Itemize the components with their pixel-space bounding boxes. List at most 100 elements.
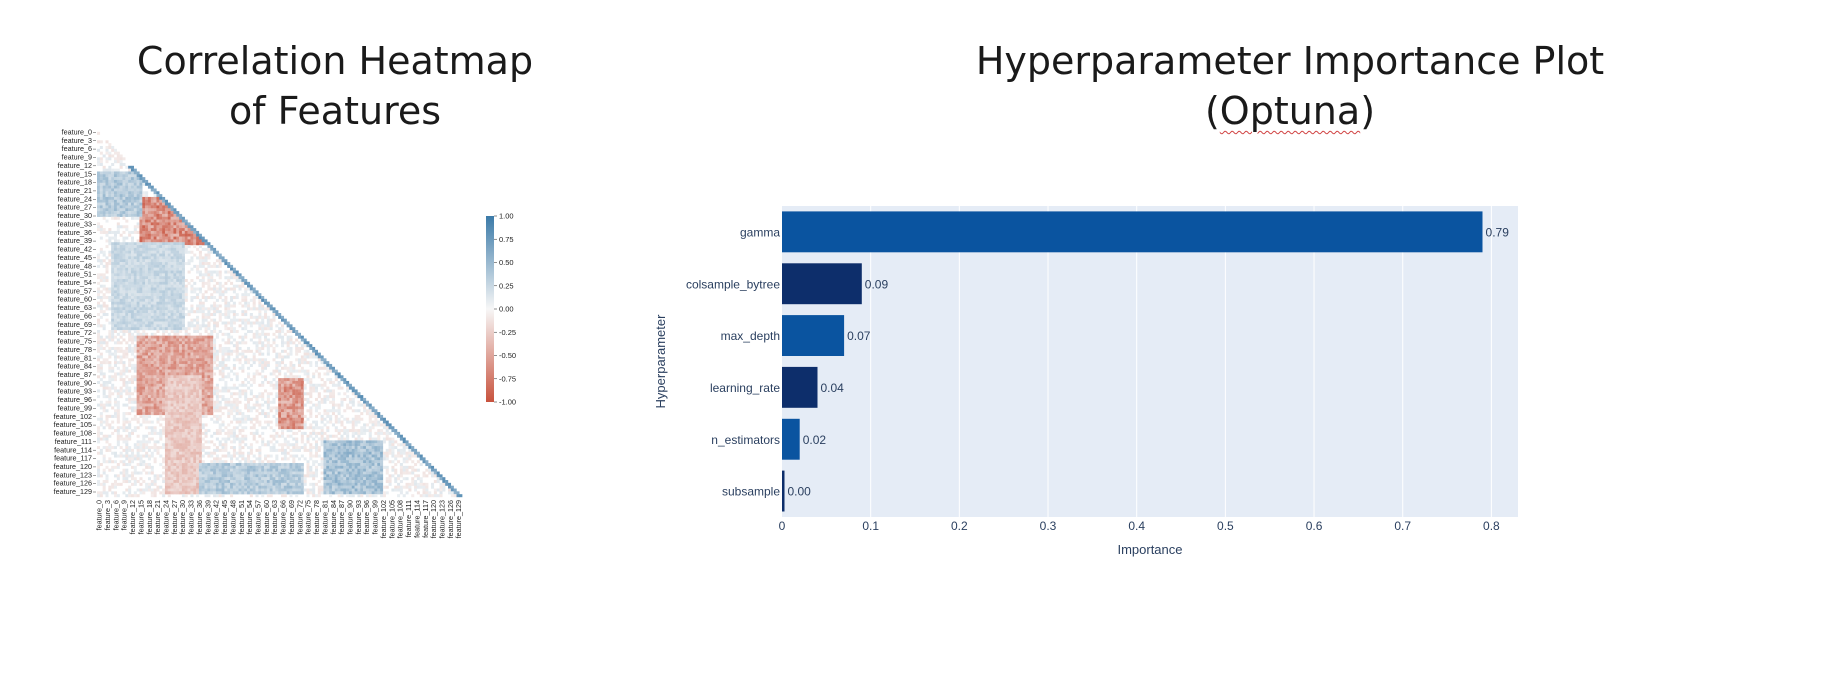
- heatmap-cell: [337, 443, 341, 447]
- heatmap-cell: [122, 287, 126, 291]
- heatmap-cell: [139, 281, 143, 285]
- heatmap-cell: [147, 239, 151, 243]
- heatmap-cell: [130, 165, 134, 169]
- heatmap-cell: [399, 451, 403, 455]
- heatmap-cell: [264, 332, 268, 336]
- heatmap-cell: [164, 211, 168, 215]
- heatmap-cell: [173, 369, 177, 373]
- heatmap-cell: [266, 454, 270, 458]
- heatmap-cell: [323, 380, 327, 384]
- heatmap-cell: [145, 412, 149, 416]
- heatmap-cell: [181, 434, 185, 438]
- heatmap-cell: [102, 188, 106, 192]
- heatmap-cell: [215, 460, 219, 464]
- heatmap-cell: [156, 346, 160, 350]
- heatmap-cell: [218, 448, 222, 452]
- heatmap-cell: [227, 338, 231, 342]
- heatmap-cell: [343, 409, 347, 413]
- heatmap-cell: [130, 293, 134, 297]
- heatmap-cell: [116, 171, 120, 175]
- heatmap-cell: [167, 281, 171, 285]
- heatmap-cell: [147, 230, 151, 234]
- heatmap-cell: [170, 267, 174, 271]
- heatmap-cell: [232, 290, 236, 294]
- heatmap-cell: [281, 395, 285, 399]
- heatmap-cell: [167, 420, 171, 424]
- heatmap-cell: [224, 352, 228, 356]
- heatmap-cell: [176, 446, 180, 450]
- heatmap-cell: [292, 448, 296, 452]
- heatmap-cell: [136, 222, 140, 226]
- heatmap-cell: [190, 304, 194, 308]
- heatmap-cell: [187, 341, 191, 345]
- heatmap-cell: [142, 301, 146, 305]
- heatmap-cell: [173, 233, 177, 237]
- heatmap-cell: [215, 406, 219, 410]
- heatmap-cell: [108, 298, 112, 302]
- heatmap-cell: [159, 383, 163, 387]
- heatmap-cell: [292, 395, 296, 399]
- heatmap-cell: [173, 451, 177, 455]
- heatmap-cell: [331, 440, 335, 444]
- heatmap-cell: [300, 437, 304, 441]
- heatmap-cell: [281, 380, 285, 384]
- heatmap-cell: [357, 446, 361, 450]
- heatmap-cell: [133, 293, 137, 297]
- heatmap-cell: [113, 409, 118, 413]
- heatmap-cell: [312, 429, 316, 433]
- heatmap-cell: [388, 448, 392, 452]
- heatmap-cell: [119, 205, 123, 209]
- heatmap-cell: [252, 321, 256, 325]
- heatmap-cell: [119, 160, 123, 164]
- heatmap-cell: [119, 392, 123, 396]
- heatmap-cell: [368, 412, 372, 416]
- heatmap-cell: [150, 380, 154, 384]
- heatmap-cell: [128, 250, 132, 254]
- heatmap-cell: [184, 344, 188, 348]
- heatmap-cell: [201, 338, 205, 342]
- heatmap-cell: [142, 454, 146, 458]
- heatmap-cell: [193, 236, 197, 240]
- heatmap-cell: [204, 281, 208, 285]
- heatmap-cell: [170, 431, 174, 435]
- heatmap-cell: [249, 329, 253, 334]
- heatmap-cell: [317, 446, 321, 450]
- heatmap-cell: [142, 270, 146, 274]
- heatmap-cell: [232, 434, 236, 438]
- heatmap-cell: [297, 361, 302, 365]
- heatmap-cell: [303, 344, 307, 348]
- heatmap-cell: [159, 327, 163, 331]
- heatmap-cell: [173, 363, 177, 367]
- heatmap-cell: [156, 213, 160, 217]
- heatmap-cell: [193, 324, 197, 328]
- heatmap-cell: [108, 199, 112, 203]
- heatmap-cell: [385, 420, 389, 424]
- heatmap-cell: [264, 400, 268, 404]
- heatmap-cell: [119, 233, 123, 237]
- heatmap-cell: [116, 332, 120, 336]
- heatmap-cell: [136, 273, 140, 277]
- heatmap-cell: [102, 182, 106, 186]
- heatmap-cell: [320, 355, 324, 359]
- heatmap-cell: [105, 213, 109, 217]
- heatmap-cell: [235, 296, 239, 300]
- heatmap-cell: [159, 245, 163, 249]
- heatmap-cell: [125, 429, 129, 433]
- heatmap-cell: [215, 335, 219, 339]
- heatmap-cell: [295, 437, 299, 441]
- heatmap-cell: [221, 259, 225, 263]
- heatmap-cell: [221, 406, 225, 410]
- heatmap-cell: [388, 437, 392, 441]
- heatmap-cell: [130, 216, 134, 220]
- heatmap-cell: [272, 397, 276, 401]
- heatmap-cell: [173, 338, 177, 342]
- heatmap-cell: [139, 403, 143, 407]
- heatmap-cell: [170, 245, 174, 249]
- heatmap-cell: [397, 451, 401, 455]
- heatmap-cell: [252, 332, 256, 336]
- heatmap-cell: [133, 194, 137, 198]
- heatmap-cell: [116, 177, 120, 181]
- heatmap-cell: [125, 355, 129, 359]
- heatmap-cell: [105, 211, 109, 215]
- heatmap-cell: [286, 380, 290, 384]
